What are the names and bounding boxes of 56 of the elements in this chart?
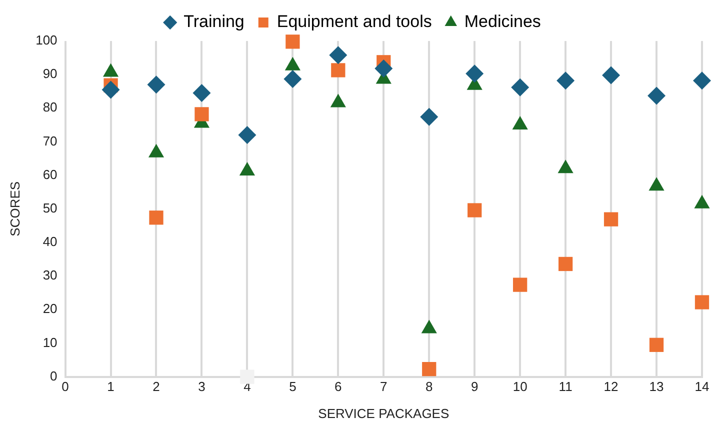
legend-label: Medicines (464, 12, 541, 32)
x-tick-label: 13 (649, 379, 664, 394)
point (648, 86, 666, 105)
point (558, 256, 573, 272)
point (238, 126, 256, 144)
y-tick-label: 50 (42, 200, 58, 216)
x-tick-label: 6 (334, 379, 342, 394)
y-tick-label: 10 (42, 334, 58, 350)
x-tick-label: 2 (152, 379, 160, 394)
y-axis-title: SCORES (7, 181, 22, 236)
point (374, 60, 393, 78)
point (240, 370, 254, 384)
point (511, 78, 530, 96)
point (194, 107, 209, 122)
x-tick-label: 10 (512, 379, 528, 394)
x-tick-label: 8 (426, 379, 433, 394)
point (284, 70, 302, 88)
x-tick-label: 1 (107, 379, 114, 394)
point (102, 80, 120, 99)
x-tick-label: 7 (380, 379, 388, 394)
point (147, 76, 166, 94)
point (149, 210, 164, 225)
point (422, 362, 436, 376)
x-tick-label: 12 (604, 379, 618, 394)
point (556, 72, 575, 90)
y-tick-label: 70 (42, 133, 58, 148)
y-tick-label: 100 (36, 32, 58, 48)
point (604, 212, 618, 226)
point (468, 203, 482, 218)
y-tick-label: 60 (42, 166, 58, 182)
y-tick-label: 0 (50, 368, 58, 384)
y-tick-label: 80 (42, 100, 58, 115)
point (694, 295, 710, 310)
y-tick-label: 40 (42, 234, 58, 250)
x-tick-label: 11 (558, 379, 572, 394)
point (602, 66, 620, 84)
legend-label: Training (184, 12, 244, 32)
point (331, 63, 346, 78)
point (466, 64, 484, 83)
point (286, 34, 300, 49)
x-tick-label: 5 (289, 379, 296, 394)
point (420, 108, 438, 126)
x-tick-label: 3 (198, 379, 206, 394)
point (192, 84, 211, 102)
y-tick-label: 30 (42, 268, 58, 283)
x-axis-title: SERVICE PACKAGES (318, 406, 450, 421)
point (649, 338, 664, 352)
y-tick-label: 20 (42, 301, 58, 316)
point (693, 72, 711, 90)
point (513, 278, 528, 292)
point (329, 46, 348, 64)
y-tick-label: 90 (42, 66, 58, 82)
x-tick-label: 14 (694, 379, 710, 394)
legend-label: Equipment and tools (276, 12, 432, 32)
x-tick-label: 9 (470, 379, 478, 394)
x-tick-label: 0 (62, 379, 69, 394)
